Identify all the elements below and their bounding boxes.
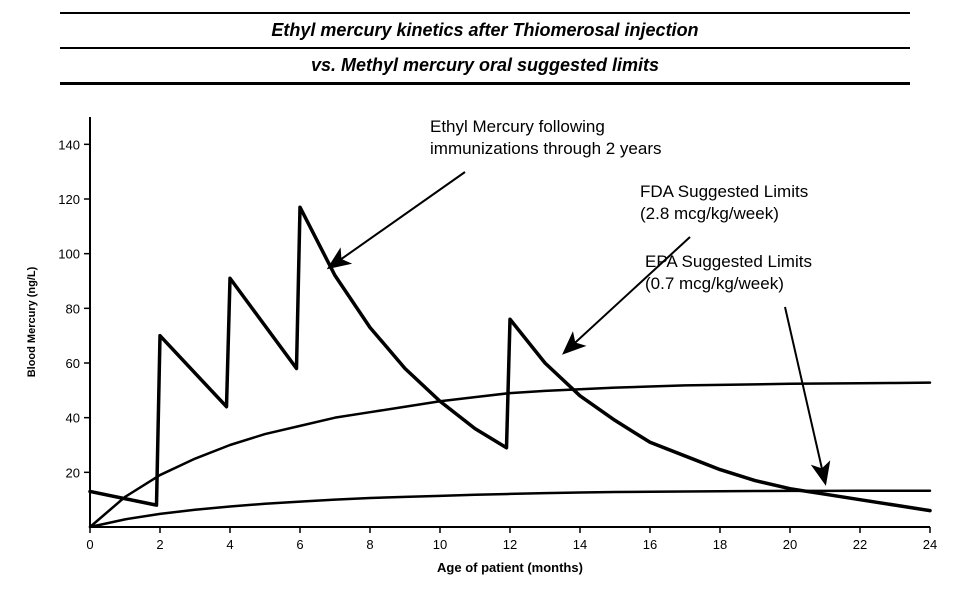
ethyl-annotation-label-2: immunizations through 2 years [430,139,662,158]
x-tick-label: 18 [713,537,727,552]
divider [60,82,910,85]
divider [60,12,910,14]
y-tick-label: 40 [66,411,80,426]
x-tick-label: 16 [643,537,657,552]
ethyl-annotation-label-1: Ethyl Mercury following [430,117,605,136]
title-line-2: vs. Methyl mercury oral suggested limits [0,51,970,80]
x-tick-label: 14 [573,537,587,552]
x-tick-label: 6 [296,537,303,552]
x-tick-label: 2 [156,537,163,552]
ethyl-annotation-arrow [330,172,465,267]
epa-annotation-label-1: EPA Suggested Limits [645,252,812,271]
y-tick-label: 120 [58,192,80,207]
chart-container: 02468101214161820222420406080100120140Ag… [0,87,970,587]
x-tick-label: 24 [923,537,937,552]
x-tick-label: 4 [226,537,233,552]
x-tick-label: 8 [366,537,373,552]
y-tick-label: 20 [66,465,80,480]
y-tick-label: 140 [58,137,80,152]
y-tick-label: 100 [58,247,80,262]
divider [60,47,910,49]
x-tick-label: 22 [853,537,867,552]
y-tick-label: 60 [66,356,80,371]
chart-header: Ethyl mercury kinetics after Thiomerosal… [0,0,970,85]
x-tick-label: 0 [86,537,93,552]
epa-limit-line [90,491,930,527]
title-line-1: Ethyl mercury kinetics after Thiomerosal… [0,16,970,45]
y-tick-label: 80 [66,301,80,316]
mercury-kinetics-chart: 02468101214161820222420406080100120140Ag… [0,87,970,587]
fda-limit-line [90,383,930,527]
x-tick-label: 20 [783,537,797,552]
fda-annotation-label-2: (2.8 mcg/kg/week) [640,204,779,223]
fda-annotation-label-1: FDA Suggested Limits [640,182,808,201]
epa-annotation-arrow [785,307,825,482]
x-axis-label: Age of patient (months) [437,560,583,575]
epa-annotation-label-2: (0.7 mcg/kg/week) [645,274,784,293]
y-axis-label: Blood Mercury (ng/L) [26,266,38,377]
x-tick-label: 10 [433,537,447,552]
x-tick-label: 12 [503,537,517,552]
